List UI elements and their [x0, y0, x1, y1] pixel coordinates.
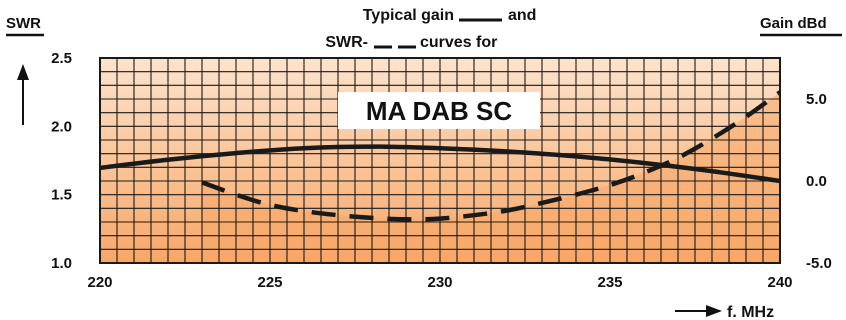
title-line1: Typical gain	[363, 7, 454, 24]
plot-frame	[99, 57, 781, 264]
x-axis-arrow-head	[706, 305, 722, 317]
tick-labels: 220 225 230 235 240 1.0 1.5 2.0 2.5 -5.0 0.0 5.0	[51, 50, 832, 291]
product-label-box: MA DAB SC	[338, 92, 540, 129]
product-label-background	[338, 92, 540, 129]
right-axis-label: Gain dBd	[760, 15, 827, 32]
grid	[100, 58, 780, 263]
x-tick-label: 225	[257, 274, 282, 291]
title-line2-suffix: curves for	[420, 34, 497, 51]
x-axis-label: f. MHz	[727, 304, 774, 320]
left-axis-label: SWR	[6, 15, 41, 32]
curves	[100, 90, 780, 222]
right-tick-label: 5.0	[806, 91, 827, 108]
left-tick-label: 2.5	[51, 50, 72, 67]
title-line1-suffix: and	[508, 7, 536, 24]
left-tick-label: 1.5	[51, 187, 72, 204]
plot-area	[100, 58, 780, 263]
x-tick-label: 235	[597, 274, 622, 291]
title-line2: SWR-	[325, 34, 368, 51]
swr-area-fill	[202, 92, 780, 263]
left-tick-label: 2.0	[51, 118, 72, 135]
x-tick-label: 220	[87, 274, 112, 291]
left-tick-label: 1.0	[51, 255, 72, 272]
x-tick-label: 230	[427, 274, 452, 291]
x-tick-label: 240	[767, 274, 792, 291]
product-label: MA DAB SC	[366, 96, 513, 126]
right-tick-label: -5.0	[806, 255, 832, 272]
left-axis-arrow-head	[17, 64, 29, 80]
right-tick-label: 0.0	[806, 173, 827, 190]
